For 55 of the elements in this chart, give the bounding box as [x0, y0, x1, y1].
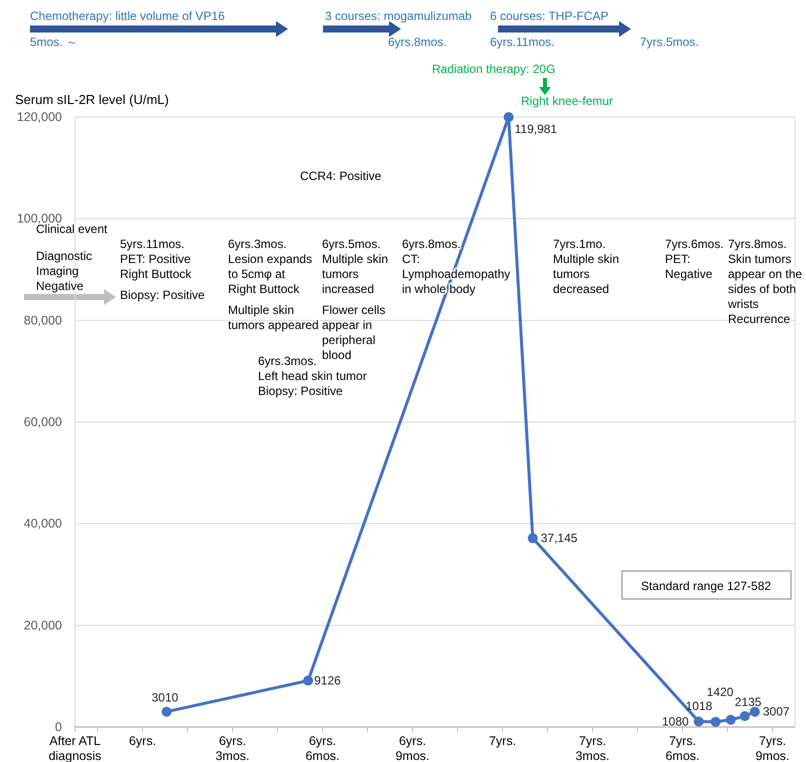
text: 3 courses: mogamulizumab [325, 9, 472, 23]
text: 7yrs.5mos. [640, 35, 699, 49]
y-axis-title: Serum sIL-2R level (U/mL) [15, 92, 169, 107]
annotation: Standard range 127-582 [640, 579, 772, 593]
annotation: 7yrs.8mos. Skin tumors appear on the sides of both wrists Recurrence [727, 237, 802, 326]
annotation: 5yrs.11mos. PET: Positive Right Buttock [120, 237, 192, 281]
data-label: 3007 [762, 704, 790, 719]
x-tick-label: 7yrs. 9mos. [755, 734, 790, 762]
y-tick-label: 40,000 [24, 516, 62, 531]
annotation: 6yrs.3mos. Lesion expands to 5cmφ at Right Buttock [228, 237, 312, 296]
annotation: 7yrs.6mos. PET: Negative [665, 237, 724, 281]
annotation: Multiple skin tumors appeared [228, 303, 319, 332]
data-label: 1018 [686, 698, 713, 713]
text: 6 courses: THP-FCAP [490, 9, 608, 23]
y-tick-label: 80,000 [24, 313, 62, 328]
text: Chemotherapy: little volume of VP16 [30, 9, 226, 23]
text: 6yrs.8mos. [388, 35, 447, 49]
data-label: 3010 [152, 690, 179, 705]
annotation: Biopsy: Positive [120, 288, 206, 302]
point [750, 706, 760, 717]
annotation: Clinical event [36, 222, 108, 236]
text: 6yrs.11mos. [490, 35, 554, 49]
text: Right knee-femur [521, 94, 614, 108]
point [528, 533, 538, 544]
x-tick-label: 7yrs. [488, 734, 516, 748]
data-label: 1080 [662, 714, 690, 729]
x-tick-label: 6yrs. 9mos. [395, 734, 430, 762]
x-tick-label: 6yrs. 3mos. [215, 734, 250, 762]
annotation: Flower cells appear in peripheral blood [322, 303, 386, 362]
y-tick-label: 60,000 [24, 415, 62, 429]
annotation: Diagnostic Imaging Negative [36, 249, 92, 293]
annotation: CCR4: Positive [300, 169, 382, 183]
x-tick-label: 6yrs. [128, 734, 156, 748]
x-tick-label: 6yrs. 6mos. [305, 734, 340, 762]
x-tick-label: 7yrs. 3mos. [575, 734, 610, 762]
text: 5mos. ～ [30, 35, 78, 49]
data-label: 2135 [734, 695, 762, 710]
point [710, 716, 721, 727]
point [303, 676, 314, 686]
point [162, 706, 172, 717]
text: Radiation therapy: 20G [432, 62, 556, 76]
data-label: 1420 [706, 684, 734, 699]
point [726, 714, 736, 725]
y-tick-label: 0 [55, 720, 62, 734]
y-tick-label: 20,000 [24, 618, 62, 632]
x-tick-label: 7yrs. 6mos. [665, 734, 700, 762]
y-tick-label: 120,000 [16, 110, 62, 124]
point [504, 112, 514, 122]
annotation: 7yrs.1mo. Multiple skin tumors decreased [553, 237, 620, 296]
data-label: 37,145 [540, 531, 578, 546]
point [694, 716, 704, 727]
annotation: 6yrs.5mos. Multiple skin tumors increased [322, 237, 388, 296]
data-label: 9126 [314, 674, 342, 688]
data-label: 119,981 [514, 122, 558, 136]
point [740, 711, 750, 722]
